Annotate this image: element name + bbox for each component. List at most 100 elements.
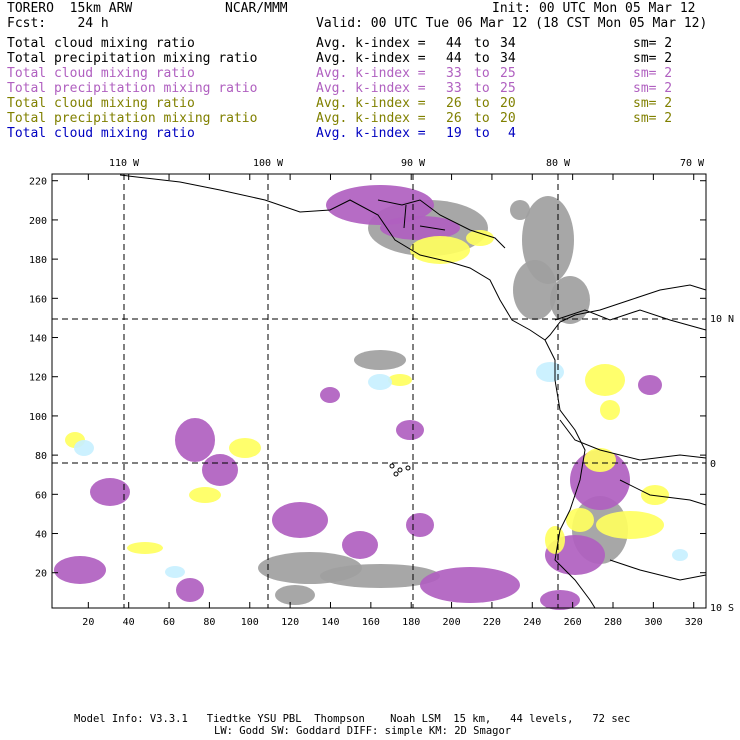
yellow-cloud-blob [466, 230, 494, 246]
coastline-layer [119, 174, 707, 609]
legend-stat-label: Avg. k-index = [316, 36, 426, 51]
legend-range-max: 26 [446, 96, 462, 111]
x-tick-label: 80 [203, 617, 215, 628]
legend-smoothing: sm= 2 [633, 66, 673, 81]
x-tick-label: 140 [321, 617, 339, 628]
island [393, 471, 399, 477]
coastline [119, 174, 707, 341]
legend-range-min: 34 [500, 51, 516, 66]
yellow-cloud-blob [585, 364, 625, 396]
legend-range-max: 44 [446, 36, 462, 51]
legend-smoothing: sm= 2 [633, 81, 673, 96]
yellow-cloud-blob [410, 236, 470, 264]
legend-smoothing: sm= 2 [633, 51, 673, 66]
legend-smoothing: sm= 2 [633, 36, 673, 51]
coastline [559, 419, 707, 461]
y-tick-label: 200 [29, 216, 47, 227]
latitude-labels: 10 N 0 10 S [710, 314, 734, 614]
legend-row: Total cloud mixing ratio Avg. k-index = 33… [0, 66, 740, 81]
model-info-line1: Model Info: V3.3.1 Tiedtke YSU PBL Thomp… [74, 713, 631, 725]
legend-range-min: 20 [500, 96, 516, 111]
purple-cloud-blob [638, 375, 662, 395]
legend-row: Total precipitation mixing ratio Avg. k-i… [0, 111, 740, 126]
x-tick-label: 300 [644, 617, 662, 628]
legend-range-max: 33 [446, 66, 462, 81]
purple-cloud-blob [175, 418, 215, 462]
x-tick-label: 280 [604, 617, 622, 628]
longitude-label: 110 W [109, 158, 140, 169]
x-tick-label: 180 [402, 617, 420, 628]
legend-to: to [474, 51, 490, 66]
legend-to: to [474, 111, 490, 126]
latitude-label: 10 S [710, 603, 734, 614]
purple-cloud-blob [406, 513, 434, 537]
lightblue-cloud-blob [672, 549, 688, 561]
x-tick-label: 40 [123, 617, 135, 628]
yellow-cloud-blob [388, 374, 412, 386]
gray-cloud-blob [510, 200, 530, 220]
legend-stat-label: Avg. k-index = [316, 51, 426, 66]
yellow-cloud-blob [641, 485, 669, 505]
legend-range-min: 25 [500, 81, 516, 96]
legend-range-min: 34 [500, 36, 516, 51]
legend-to: to [474, 81, 490, 96]
legend-range-max: 26 [446, 111, 462, 126]
y-tick-label: 100 [29, 412, 47, 423]
gray-cloud-blob [320, 564, 440, 588]
y-tick-label: 180 [29, 255, 47, 266]
legend-field-name: Total precipitation mixing ratio [7, 111, 258, 126]
y-tick-label: 60 [35, 490, 47, 501]
legend-field-name: Total precipitation mixing ratio [7, 51, 258, 66]
lightblue-cloud-blob [536, 362, 564, 382]
island [397, 467, 403, 473]
purple-cloud-blob [272, 502, 328, 538]
coastline [419, 225, 446, 231]
gray-cloud-blob [354, 350, 406, 370]
x-tick-label: 240 [523, 617, 541, 628]
latitude-label: 10 N [710, 314, 734, 325]
coastline [619, 479, 707, 506]
lightblue-cloud-blob [368, 374, 392, 390]
y-tick-label: 220 [29, 177, 47, 188]
legend-to: to [474, 126, 490, 141]
island [405, 465, 411, 471]
coastline [544, 339, 596, 609]
purple-cloud-blob [540, 590, 580, 610]
legend-smoothing: sm= 2 [633, 96, 673, 111]
x-tick-label: 200 [443, 617, 461, 628]
x-axis-ticks: 20 40 60 80 100 120 140 160 180 200 220 240 260 280 30… [82, 174, 703, 628]
longitude-label: 80 W [546, 158, 571, 169]
x-tick-label: 260 [564, 617, 582, 628]
map-frame [51, 173, 707, 609]
legend-field-name: Total cloud mixing ratio [7, 96, 195, 111]
legend-stat-label: Avg. k-index = [316, 81, 426, 96]
legend-to: to [474, 66, 490, 81]
longitude-label: 100 W [253, 158, 284, 169]
legend-range-min: 25 [500, 66, 516, 81]
purple-cloud-blob [380, 216, 460, 240]
forecast-hour: Fcst: 24 h [7, 16, 109, 31]
yellow-cloud-blob [189, 487, 221, 503]
legend-stat-label: Avg. k-index = [316, 126, 426, 141]
yellow-cloud-blob [584, 448, 616, 472]
purple-cloud-blob [326, 185, 434, 225]
coastline [403, 204, 407, 229]
yellow-cloud-blob [229, 438, 261, 458]
coastline [554, 309, 707, 331]
longitude-label: 70 W [680, 158, 705, 169]
lightblue-cloud-blob [74, 440, 94, 456]
x-tick-label: 120 [281, 617, 299, 628]
purple-cloud-blob [320, 387, 340, 403]
longitude-labels: 110 W 100 W 90 W 80 W 70 W [109, 158, 705, 169]
model-title: TORERO 15km ARW [7, 1, 133, 16]
legend-to: to [474, 36, 490, 51]
yellow-cloud-blob [545, 526, 565, 554]
purple-cloud-blob [420, 567, 520, 603]
x-tick-label: 320 [685, 617, 703, 628]
lightblue-cloud-blob [165, 566, 185, 578]
purple-cloud-blob [54, 556, 106, 584]
purple-cloud-blob [342, 531, 378, 559]
latitude-label: 0 [710, 459, 716, 470]
y-tick-label: 40 [35, 530, 47, 541]
